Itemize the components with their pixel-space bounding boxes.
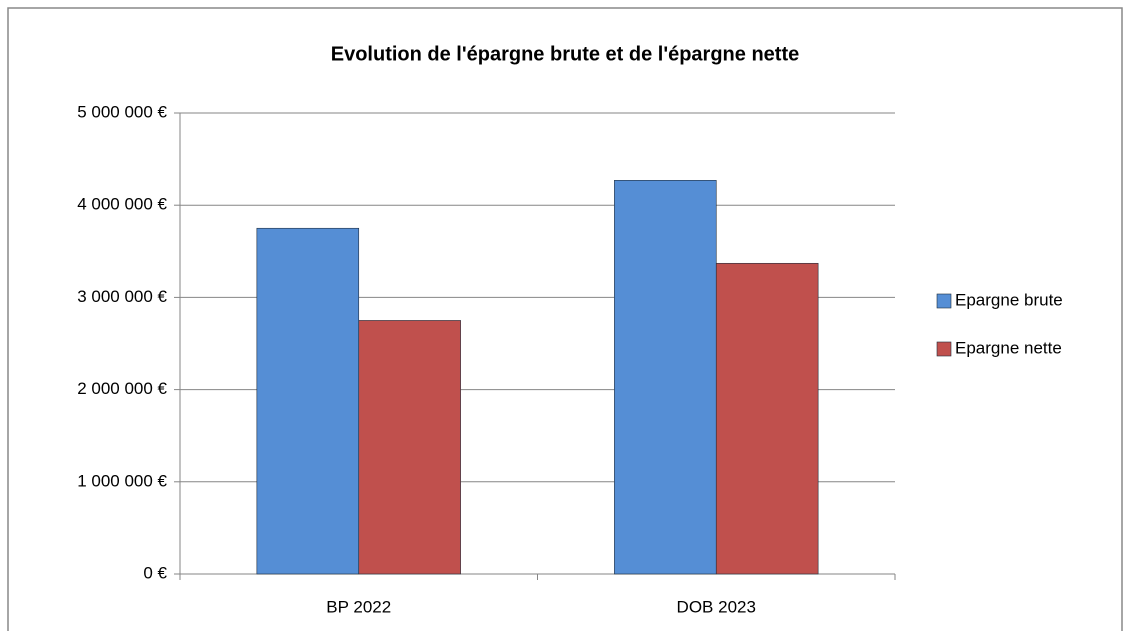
y-tick-label: 5 000 000 €: [77, 102, 167, 121]
y-tick-label: 1 000 000 €: [77, 471, 167, 490]
bar: [614, 180, 717, 575]
bar: [256, 227, 360, 575]
y-tick-label: 4 000 000 €: [77, 195, 167, 214]
chart-title: Evolution de l'épargne brute et de l'épa…: [331, 43, 799, 65]
legend-swatch: [936, 341, 952, 357]
x-tick-label: DOB 2023: [677, 597, 756, 616]
bar: [358, 320, 461, 575]
y-tick-label: 2 000 000 €: [77, 379, 167, 398]
y-tick-label: 3 000 000 €: [77, 287, 167, 306]
legend-swatch: [936, 293, 952, 309]
x-tick-label: BP 2022: [326, 597, 391, 616]
bar: [715, 262, 819, 575]
legend-label: Epargne nette: [955, 338, 1062, 357]
chart-border: [7, 7, 1123, 631]
legend-label: Epargne brute: [955, 290, 1063, 309]
y-tick-label: 0 €: [143, 563, 167, 582]
